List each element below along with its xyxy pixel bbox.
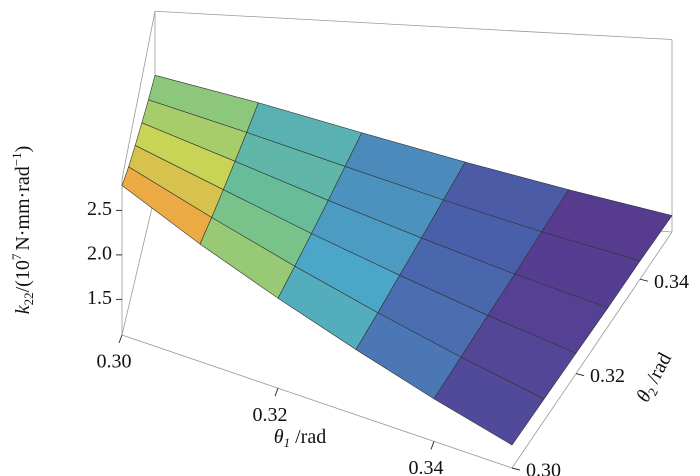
box-edge	[121, 334, 513, 469]
x-tick-label: 0.30	[97, 351, 132, 373]
xlabel-part: 1	[284, 435, 291, 450]
y-tick	[639, 278, 649, 282]
y-tick-label: 0.34	[654, 271, 689, 293]
ylabel-part: /rad	[639, 349, 675, 391]
ylabel: θ2 /rad	[632, 349, 678, 407]
xlabel: θ1 /rad	[274, 426, 326, 450]
x-tick	[274, 388, 279, 397]
zlabel-part: −1	[9, 152, 24, 166]
y-tick-label: 0.32	[590, 365, 625, 387]
y-tick	[575, 373, 585, 377]
zlabel-part: /(10	[12, 260, 34, 292]
xlabel-part: θ	[274, 426, 284, 448]
x-tick	[430, 441, 435, 450]
x-tick	[118, 334, 123, 344]
surface-patch	[433, 356, 545, 446]
x-tick-label: 0.34	[409, 457, 444, 476]
zlabel-part: 22	[21, 292, 36, 305]
x-tick-label: 0.32	[253, 404, 288, 426]
y-tick-label: 0.30	[526, 460, 561, 476]
z-tick-label: 2.5	[87, 198, 112, 220]
box-edge	[121, 194, 156, 336]
zlabel-part: k	[12, 304, 34, 314]
zlabel-part: )	[12, 146, 34, 153]
box-edge	[121, 11, 156, 180]
box-edge	[154, 10, 673, 40]
y-tick	[511, 467, 521, 471]
zlabel: k22/(107 N·mm·rad−1)	[9, 146, 36, 315]
xlabel-part: /rad	[290, 426, 326, 448]
box-edge	[511, 231, 673, 469]
zlabel-part: 7	[9, 253, 24, 260]
z-tick-label: 1.5	[87, 287, 112, 309]
z-tick-label: 2.0	[87, 242, 112, 264]
zlabel-part: N·mm·rad	[12, 166, 34, 250]
